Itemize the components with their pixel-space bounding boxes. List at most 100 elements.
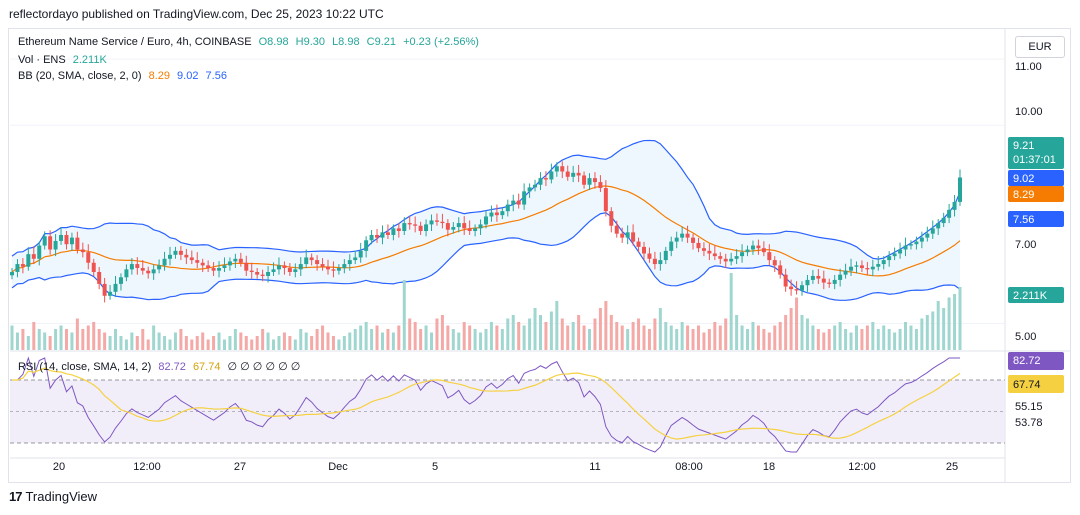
candle-body bbox=[914, 241, 919, 245]
candle-body bbox=[750, 245, 755, 250]
volume-bar bbox=[179, 329, 183, 350]
volume-bar bbox=[887, 329, 891, 350]
candle-body bbox=[805, 279, 810, 286]
volume-bar bbox=[604, 301, 608, 350]
rsi-value: 82.72 bbox=[158, 361, 186, 373]
candle-body bbox=[129, 264, 134, 270]
volume-bar bbox=[293, 339, 297, 350]
candle-body bbox=[440, 221, 445, 224]
candle-body bbox=[456, 223, 461, 228]
candle-body bbox=[364, 240, 369, 251]
bb-legend[interactable]: BB (20, SMA, close, 2, 0) 8.29 9.02 7.56 bbox=[18, 70, 231, 82]
candle-body bbox=[500, 211, 505, 216]
close-value: C9.21 bbox=[366, 36, 397, 48]
volume-bar bbox=[114, 329, 118, 350]
candle-body bbox=[669, 241, 674, 251]
volume-bar bbox=[304, 332, 308, 350]
volume-bar bbox=[827, 329, 831, 350]
candle-body bbox=[783, 274, 788, 287]
volume-bar bbox=[184, 336, 188, 350]
candle-body bbox=[658, 260, 663, 265]
candle-body bbox=[680, 233, 685, 238]
candle-body bbox=[375, 234, 380, 238]
volume-bar bbox=[686, 325, 690, 350]
low-value: L8.98 bbox=[332, 36, 360, 48]
footer-brand: TradingView bbox=[25, 489, 98, 504]
volume-bar bbox=[909, 325, 913, 350]
candle-body bbox=[396, 228, 401, 232]
volume-bar bbox=[391, 332, 395, 350]
volume-bar bbox=[746, 329, 750, 350]
volume-bar bbox=[511, 315, 515, 350]
volume-bar bbox=[838, 322, 842, 350]
volume-bar bbox=[549, 311, 553, 350]
bb-lower-badge-bg bbox=[1008, 211, 1064, 227]
volume-bar bbox=[97, 329, 101, 350]
volume-bar bbox=[353, 329, 357, 350]
candle-body bbox=[336, 268, 341, 271]
volume-bar bbox=[462, 322, 466, 350]
candle-body bbox=[113, 283, 118, 292]
candle-body bbox=[451, 227, 456, 230]
bb-basis-badge: 8.29 bbox=[1013, 189, 1034, 201]
candle-body bbox=[663, 250, 668, 261]
currency-button[interactable]: EUR bbox=[1015, 36, 1065, 58]
volume-bar bbox=[729, 273, 733, 350]
candle-body bbox=[854, 265, 859, 267]
tradingview-logo-icon: 17 bbox=[9, 489, 23, 504]
chart-frame[interactable] bbox=[8, 28, 1071, 483]
volume-bar bbox=[751, 322, 755, 350]
candle-body bbox=[903, 245, 908, 250]
volume-bar bbox=[141, 329, 145, 350]
volume-bar bbox=[958, 287, 962, 350]
rsi-legend[interactable]: RSI (14, close, SMA, 14, 2) 82.72 67.74 … bbox=[18, 360, 304, 373]
candle-body bbox=[636, 241, 641, 247]
candle-body bbox=[173, 250, 178, 255]
volume-bar bbox=[168, 339, 172, 350]
volume-bar bbox=[789, 308, 793, 350]
volume-bar bbox=[375, 325, 379, 350]
candle-body bbox=[287, 268, 292, 272]
candle-body bbox=[64, 234, 69, 245]
candle-body bbox=[516, 200, 521, 205]
symbol-legend[interactable]: Ethereum Name Service / Euro, 4h, COINBA… bbox=[18, 36, 483, 48]
volume-bar bbox=[48, 336, 52, 350]
volume-bar bbox=[664, 322, 668, 350]
price-tick-label: 7.00 bbox=[1015, 239, 1036, 251]
bb-upper-value: 9.02 bbox=[177, 70, 199, 82]
candle-body bbox=[353, 257, 358, 261]
volume-bar bbox=[32, 322, 36, 350]
candle-body bbox=[222, 265, 227, 269]
volume-bar bbox=[631, 322, 635, 350]
rsi-ma-badge-bg bbox=[1008, 375, 1064, 393]
candle-body bbox=[140, 268, 145, 271]
volume-legend[interactable]: Vol · ENS 2.211K bbox=[18, 54, 111, 66]
volume-label: Vol · ENS bbox=[18, 54, 66, 66]
volume-bar bbox=[457, 332, 461, 350]
volume-bar bbox=[822, 332, 826, 350]
volume-bar bbox=[609, 315, 613, 350]
candle-body bbox=[369, 234, 374, 241]
candle-body bbox=[761, 248, 766, 253]
volume-bar bbox=[696, 325, 700, 350]
candle-body bbox=[37, 245, 42, 259]
candle-body bbox=[315, 260, 320, 265]
candle-body bbox=[53, 240, 58, 250]
time-tick-label: 20 bbox=[53, 461, 65, 473]
bb-upper-badge: 9.02 bbox=[1013, 173, 1034, 185]
price-tick-label: 11.00 bbox=[1015, 61, 1042, 73]
volume-bar bbox=[953, 294, 957, 350]
candle-body bbox=[249, 270, 254, 272]
candle-body bbox=[538, 178, 543, 185]
volume-bar bbox=[342, 336, 346, 350]
candle-body bbox=[331, 269, 336, 271]
candle-body bbox=[827, 282, 832, 284]
volume-bar bbox=[920, 318, 924, 350]
volume-bar bbox=[135, 336, 139, 350]
volume-bar bbox=[337, 339, 341, 350]
rsi-extra-values: ∅ ∅ ∅ ∅ ∅ ∅ bbox=[227, 361, 301, 373]
volume-bar bbox=[517, 322, 521, 350]
candle-body bbox=[10, 271, 14, 276]
volume-bar bbox=[157, 332, 161, 350]
